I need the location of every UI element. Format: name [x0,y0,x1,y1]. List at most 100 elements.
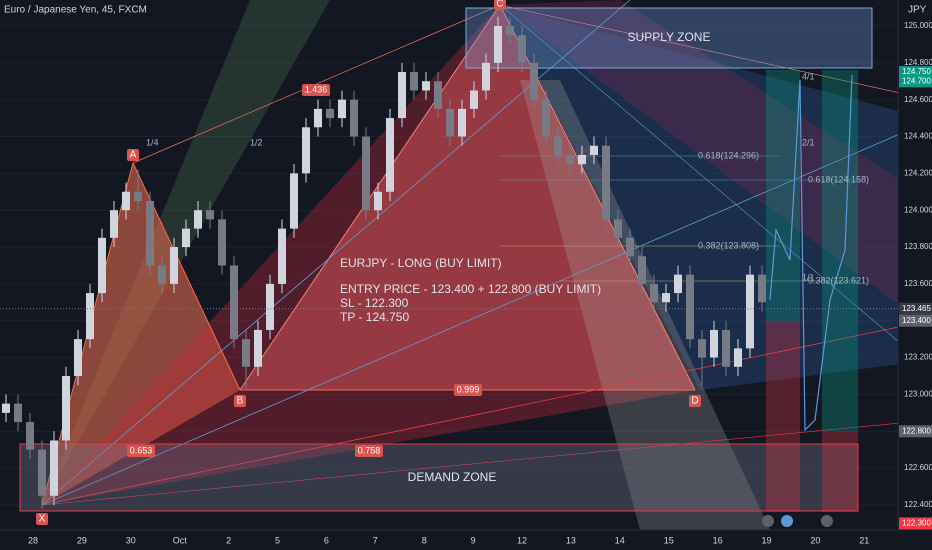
y-tick-label: 123.200 [904,353,932,362]
candle-body [686,274,694,340]
candle-body [50,440,58,496]
leg [132,162,241,391]
x-tick-label: 20 [810,535,820,545]
price-label-box [899,75,932,88]
candle-body [290,173,298,229]
candle-body [386,118,394,192]
candle-body [734,348,742,367]
point-box [689,395,701,407]
candle-body [566,154,574,165]
candle-body [2,403,10,413]
position-stop [822,432,858,512]
y-tick-label: 124.600 [904,95,932,104]
x-tick-label: 6 [324,535,329,545]
candle-body [518,35,526,63]
candle-body [302,127,310,174]
x-tick-label: 28 [28,535,38,545]
pattern-xcd [42,5,695,505]
candle-body [398,72,406,119]
candle-body [206,210,214,220]
candle-body [482,62,490,91]
fib-label: 0.618(124.296) [698,150,759,160]
price-label-box [899,517,932,530]
price-label-box [899,66,932,79]
ratio-box [127,445,155,457]
candle-body [74,339,82,376]
candle-body [230,265,238,340]
price-label: 122.800 [902,426,931,435]
candle-body [722,329,730,367]
price-label: 124.700 [902,76,931,85]
icon[interactable] [762,515,774,527]
fan-zone [520,80,770,530]
y-tick-label: 122.600 [904,463,932,472]
x-tick-label: 21 [859,535,869,545]
point-box [234,395,246,407]
candle-body [62,375,70,441]
candle-body [362,136,370,211]
projection [769,74,853,432]
candle-body [746,274,754,349]
candle-body [38,449,46,496]
pattern-bcd [240,5,695,390]
y-tick-label: 124.800 [904,58,932,67]
ratio-label: 0.758 [358,445,381,455]
candle-body [590,145,598,155]
fib-label: 0.382(123.621) [808,275,869,285]
price-label-box [899,425,932,438]
candle-body [326,108,334,119]
zone-label: DEMAND ZONE [408,470,497,484]
candle-body [374,191,382,211]
candle-body [470,90,478,109]
x-tick-label: 5 [275,535,280,545]
x-tick-label: 14 [615,535,625,545]
fib-label: 0.382(123.808) [698,240,759,250]
candle-body [170,247,178,284]
price-label: 123.465 [902,304,931,313]
y-tick-label: 123.800 [904,242,932,251]
x-tick-label: 8 [422,535,427,545]
candle-body [662,293,670,303]
point-box [127,149,139,161]
pattern-xab [42,163,240,505]
point-label: C [496,0,503,10]
y-tick-label: 122.400 [904,500,932,509]
idea-text: EURJPY - LONG (BUY LIMIT) [340,256,502,270]
gann-label: 1/1 [802,272,815,282]
point-label: D [691,396,698,407]
candle-body [506,25,514,36]
icon[interactable] [781,515,793,527]
currency: JPY [908,5,927,16]
x-tick-label: 2 [226,535,231,545]
candle-body [554,136,562,155]
candle-body [446,108,454,137]
demand-zone [19,443,859,512]
gann-label: 1/4 [146,137,159,147]
fan-line [499,4,932,371]
candle-body [86,293,94,340]
point-box [494,0,506,10]
candle-body [542,99,550,137]
candle-body [530,62,538,100]
candle-body [674,274,682,294]
candle-body [638,256,646,284]
candle-body [410,72,418,91]
point-label: B [237,396,244,407]
x-tick-label: 13 [566,535,576,545]
candle-body [758,274,766,303]
gann-label: 2/1 [802,137,815,147]
position-stop [766,322,800,512]
price-label: 122.300 [902,518,931,527]
candle-body [278,228,286,284]
y-tick-label: 124.000 [904,205,932,214]
candle-body [26,422,34,450]
candle-body [434,81,442,109]
ratio-box [454,384,482,396]
fan-line [499,4,932,101]
candle-body [98,237,106,294]
candle-body [182,228,190,248]
candle-body [494,25,502,63]
candle-body [122,191,130,211]
icon[interactable] [821,515,833,527]
fib-label: 0.618(124.158) [808,174,869,184]
